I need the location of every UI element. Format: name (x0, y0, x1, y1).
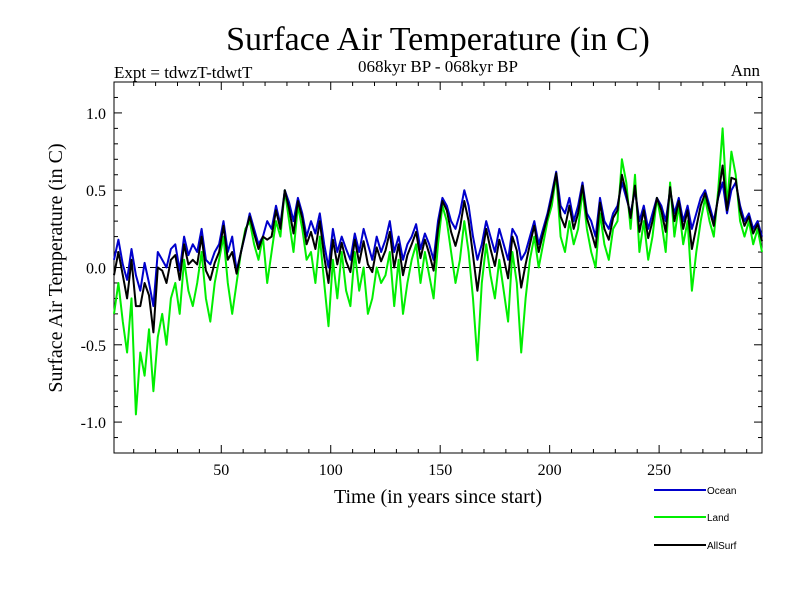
legend-label-land: Land (707, 513, 729, 524)
x-tick-label: 150 (428, 462, 452, 479)
x-axis-label: Time (in years since start) (334, 486, 542, 508)
y-axis-label: Surface Air Temperature (in C) (45, 143, 67, 392)
y-tick-label: 1.0 (86, 106, 106, 123)
expt-label: Expt = tdwzT-tdwtT (114, 63, 253, 82)
series-line-land (113, 127, 763, 416)
series-line-allsurf (113, 164, 763, 334)
x-tick-label: 50 (213, 462, 229, 479)
plot-area: -1.0 -0.5 0.0 0.5 1.0 50 100 150 200 250 (81, 81, 763, 479)
x-tick-label: 200 (538, 462, 562, 479)
legend: Ocean Land AllSurf (654, 486, 737, 552)
y-tick-label: 0.5 (86, 183, 106, 200)
y-tick-label: -0.5 (81, 338, 106, 355)
chart-subtitle: 068kyr BP - 068kyr BP (358, 57, 518, 76)
x-tick-label: 100 (319, 462, 343, 479)
chart-title: Surface Air Temperature (in C) (226, 21, 650, 58)
y-tick-label: -1.0 (81, 415, 106, 432)
legend-label-ocean: Ocean (707, 486, 736, 497)
legend-label-allsurf: AllSurf (707, 541, 737, 552)
season-label: Ann (731, 61, 761, 80)
y-tick-label: 0.0 (86, 261, 106, 278)
x-tick-label: 250 (647, 462, 671, 479)
